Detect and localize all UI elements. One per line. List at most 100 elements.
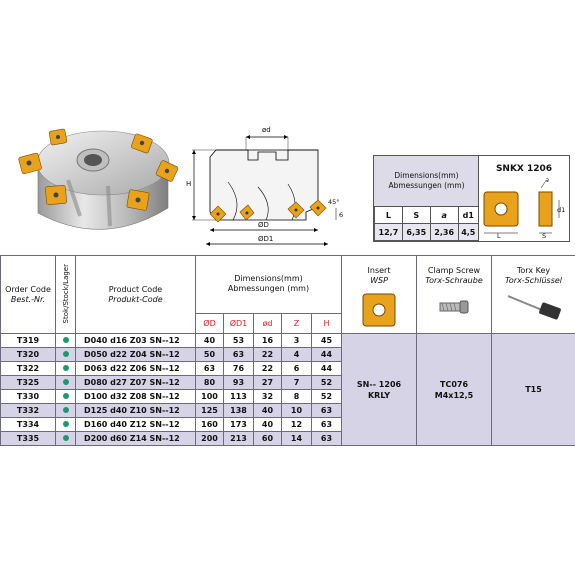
insert-label-a: a [545,176,549,184]
drawing-svg [192,135,337,246]
stock-dot-icon [62,435,69,441]
header-order-code: Order Code Best.-Nr. [0,255,56,334]
header-product-code: Product Code Produkt-Code [75,255,196,334]
dim-D-label: ØD [258,221,269,229]
angle-label: 45° [328,198,340,206]
dim-d-label: ød [262,126,271,134]
table-row: T335 D200 d60 Z14 SN--12 200 213 60 14 6… [0,431,575,446]
product-cell: D063 d22 Z06 SN--12 [75,361,196,376]
order-cell: T325 [0,375,56,390]
dimensions-label-de: Abmessungen (mm) [227,284,310,294]
torx-label: Torx Key [516,266,551,275]
table-row: T322 D063 d22 Z06 SN--12 63 76 22 6 44 [0,361,575,376]
d-cell: 16 [253,333,282,348]
insert-dimension-box: Dimensions(mm) Abmessungen (mm) L S a d1… [373,155,480,242]
H-cell: 63 [311,417,342,432]
stock-cell [55,417,76,432]
D1-cell: 93 [223,375,254,390]
Z-cell: 8 [281,389,312,404]
stock-cell [55,347,76,362]
D1-cell: 113 [223,389,254,404]
table-row: T319 D040 d16 Z03 SN--12 40 53 16 3 45 S… [0,333,575,446]
d-cell: 40 [253,403,282,418]
d-cell: 27 [253,375,282,390]
insert-label-S: S [542,232,547,240]
insert-label-L: L [497,232,501,240]
stock-cell [55,375,76,390]
insert-icon [362,293,396,327]
stock-dot-icon [62,337,69,343]
stock-label: Stok/Stock/Lager [61,263,70,324]
insert-title: SNKX 1206 [495,164,553,174]
spec-label-d1: d1 [457,206,480,224]
col-Z: Z [281,312,312,335]
spec-value-S: 6,35 [401,223,431,241]
col-d: ød [253,312,282,335]
D1-cell: 63 [223,347,254,362]
spec-value-L: 12,7 [374,223,403,241]
spec-table: L S a d1 12,7 6,35 2,36 4,5 [374,206,480,241]
H-cell: 63 [311,431,342,446]
d-cell: 60 [253,431,282,446]
d-cell: 22 [253,347,282,362]
header-dimensions: Dimensions(mm) Abmessungen (mm) [195,255,342,314]
order-cell: T322 [0,361,56,376]
product-cell: D100 d32 Z08 SN--12 [75,389,196,404]
clamp-value-cell: TC076 M4x12,5 [416,333,492,446]
dim-h-label: H [186,180,192,188]
order-code-label-de: Best.-Nr. [10,294,46,304]
d-cell: 22 [253,361,282,376]
col-D1: ØD1 [223,312,254,335]
d-cell: 32 [253,389,282,404]
order-cell: T319 [0,333,56,348]
Z-cell: 12 [281,417,312,432]
stock-cell [55,361,76,376]
Z-cell: 14 [281,431,312,446]
header-clamp-screw: Clamp Screw Torx-Schraube [416,255,492,334]
header-stock: Stok/Stock/Lager [55,255,76,334]
insert-svg [483,181,560,234]
table-row: T332 D125 d40 Z10 SN--12 125 138 40 10 6… [0,403,575,418]
stock-cell [55,403,76,418]
spec-label-S: S [401,206,431,224]
clamp-value-1: TC076 [439,379,469,389]
Z-cell: 7 [281,375,312,390]
header-row-1: Order Code Best.-Nr. Stok/Stock/Lager Pr… [0,255,575,334]
product-cell: D050 d22 Z04 SN--12 [75,347,196,362]
D-cell: 125 [195,403,224,418]
spec-value-a: 2,36 [429,223,459,241]
stock-dot-icon [62,393,69,399]
product-cell: D160 d40 Z12 SN--12 [75,417,196,432]
Z-cell: 4 [281,347,312,362]
H-cell: 52 [311,375,342,390]
dim-6-label: 6 [339,211,344,219]
insert-label-d1: d1 [557,206,566,214]
insert-value-cell: SN-- 1206 KRLY [341,333,417,446]
H-cell: 63 [311,403,342,418]
spec-title-de: Abmessungen (mm) [388,181,465,190]
order-cell: T335 [0,431,56,446]
insert-drawing-box: SNKX 1206 a d1 L S [478,155,570,242]
D1-cell: 213 [223,431,254,446]
D-cell: 160 [195,417,224,432]
table-row: T330 D100 d32 Z08 SN--12 100 113 32 8 52 [0,389,575,404]
D1-cell: 173 [223,417,254,432]
stock-dot-icon [62,379,69,385]
spec-value-d1: 4,5 [457,223,480,241]
product-cell: D125 d40 Z10 SN--12 [75,403,196,418]
insert-value-2: KRLY [367,390,390,400]
clamp-label: Clamp Screw [427,266,481,275]
stock-cell [55,333,76,348]
D-cell: 63 [195,361,224,376]
cutter-photo [18,128,179,230]
spec-label-a: a [429,206,459,224]
screw-icon [439,300,469,314]
spec-label-L: L [374,206,403,224]
table-row: T325 D080 d27 Z07 SN--12 80 93 27 7 52 [0,375,575,390]
insert-label: Insert [367,266,391,275]
product-cell: D040 d16 Z03 SN--12 [75,333,196,348]
d-cell: 40 [253,417,282,432]
table-row: T320 D050 d22 Z04 SN--12 50 63 22 4 44 [0,347,575,362]
product-code-label: Product Code [108,284,163,294]
D-cell: 80 [195,375,224,390]
